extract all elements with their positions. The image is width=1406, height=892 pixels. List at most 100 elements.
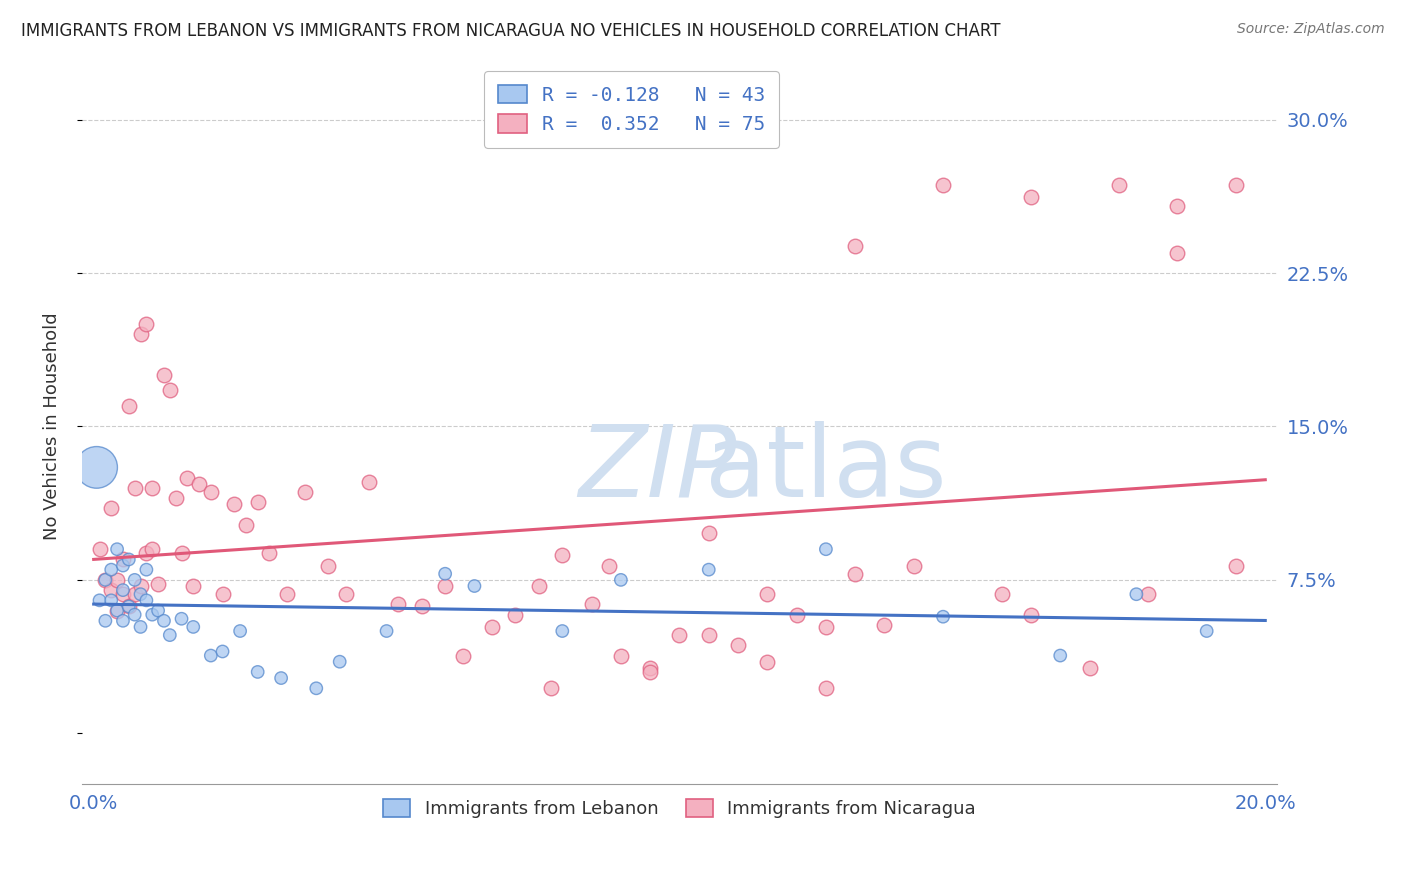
Point — [176, 470, 198, 484]
Point — [1108, 178, 1130, 193]
Point — [697, 628, 720, 642]
Point — [124, 573, 146, 587]
Point — [610, 648, 633, 663]
Point — [932, 178, 955, 193]
Point — [105, 542, 128, 557]
Point — [335, 587, 357, 601]
Point — [135, 546, 157, 560]
Point — [105, 573, 128, 587]
Point — [270, 671, 292, 685]
Point — [932, 609, 955, 624]
Point — [124, 481, 146, 495]
Point — [224, 497, 246, 511]
Point — [814, 542, 837, 557]
Text: IMMIGRANTS FROM LEBANON VS IMMIGRANTS FROM NICARAGUA NO VEHICLES IN HOUSEHOLD CO: IMMIGRANTS FROM LEBANON VS IMMIGRANTS FR… — [21, 22, 1001, 40]
Point — [697, 525, 720, 540]
Point — [105, 603, 128, 617]
Point — [411, 599, 433, 614]
Point — [598, 558, 620, 573]
Point — [111, 552, 134, 566]
Point — [357, 475, 380, 489]
Point — [100, 583, 122, 598]
Point — [105, 603, 128, 617]
Point — [141, 481, 163, 495]
Point — [873, 618, 896, 632]
Text: Source: ZipAtlas.com: Source: ZipAtlas.com — [1237, 22, 1385, 37]
Point — [1225, 178, 1247, 193]
Point — [756, 587, 779, 601]
Point — [505, 607, 527, 622]
Point — [118, 599, 141, 614]
Point — [86, 460, 108, 475]
Point — [135, 563, 157, 577]
Point — [118, 599, 141, 614]
Point — [153, 614, 176, 628]
Point — [135, 593, 157, 607]
Point — [1225, 558, 1247, 573]
Point — [211, 587, 233, 601]
Point — [129, 620, 152, 634]
Legend: Immigrants from Lebanon, Immigrants from Nicaragua: Immigrants from Lebanon, Immigrants from… — [375, 792, 983, 825]
Point — [159, 383, 181, 397]
Point — [146, 603, 169, 617]
Point — [124, 607, 146, 622]
Point — [200, 648, 222, 663]
Point — [118, 399, 141, 413]
Point — [814, 620, 837, 634]
Point — [786, 607, 808, 622]
Point — [638, 665, 661, 679]
Point — [165, 491, 187, 505]
Point — [697, 563, 720, 577]
Point — [1137, 587, 1160, 601]
Point — [259, 546, 281, 560]
Point — [89, 593, 111, 607]
Point — [170, 546, 193, 560]
Point — [551, 549, 574, 563]
Point — [111, 583, 134, 598]
Point — [1019, 190, 1042, 204]
Point — [1195, 624, 1218, 638]
Point — [375, 624, 398, 638]
Point — [1049, 648, 1071, 663]
Point — [111, 558, 134, 573]
Point — [844, 566, 866, 581]
Point — [903, 558, 925, 573]
Point — [100, 501, 122, 516]
Point — [181, 620, 204, 634]
Point — [211, 644, 233, 658]
Point — [135, 317, 157, 331]
Point — [610, 573, 633, 587]
Point — [329, 655, 352, 669]
Point — [100, 563, 122, 577]
Y-axis label: No Vehicles in Household: No Vehicles in Household — [44, 313, 60, 541]
Point — [100, 593, 122, 607]
Point — [1166, 198, 1188, 212]
Text: ZIP: ZIP — [578, 421, 737, 518]
Point — [990, 587, 1012, 601]
Point — [94, 573, 117, 587]
Point — [124, 587, 146, 601]
Point — [434, 566, 457, 581]
Point — [276, 587, 298, 601]
Point — [1019, 607, 1042, 622]
Point — [235, 517, 257, 532]
Point — [129, 327, 152, 342]
Point — [246, 495, 269, 509]
Point — [111, 614, 134, 628]
Text: atlas: atlas — [578, 421, 946, 518]
Point — [181, 579, 204, 593]
Point — [141, 607, 163, 622]
Point — [305, 681, 328, 696]
Point — [540, 681, 562, 696]
Point — [188, 476, 211, 491]
Point — [200, 484, 222, 499]
Point — [118, 552, 141, 566]
Point — [159, 628, 181, 642]
Point — [581, 598, 603, 612]
Point — [434, 579, 457, 593]
Point — [294, 484, 316, 499]
Point — [1125, 587, 1147, 601]
Point — [141, 542, 163, 557]
Point — [146, 577, 169, 591]
Point — [481, 620, 503, 634]
